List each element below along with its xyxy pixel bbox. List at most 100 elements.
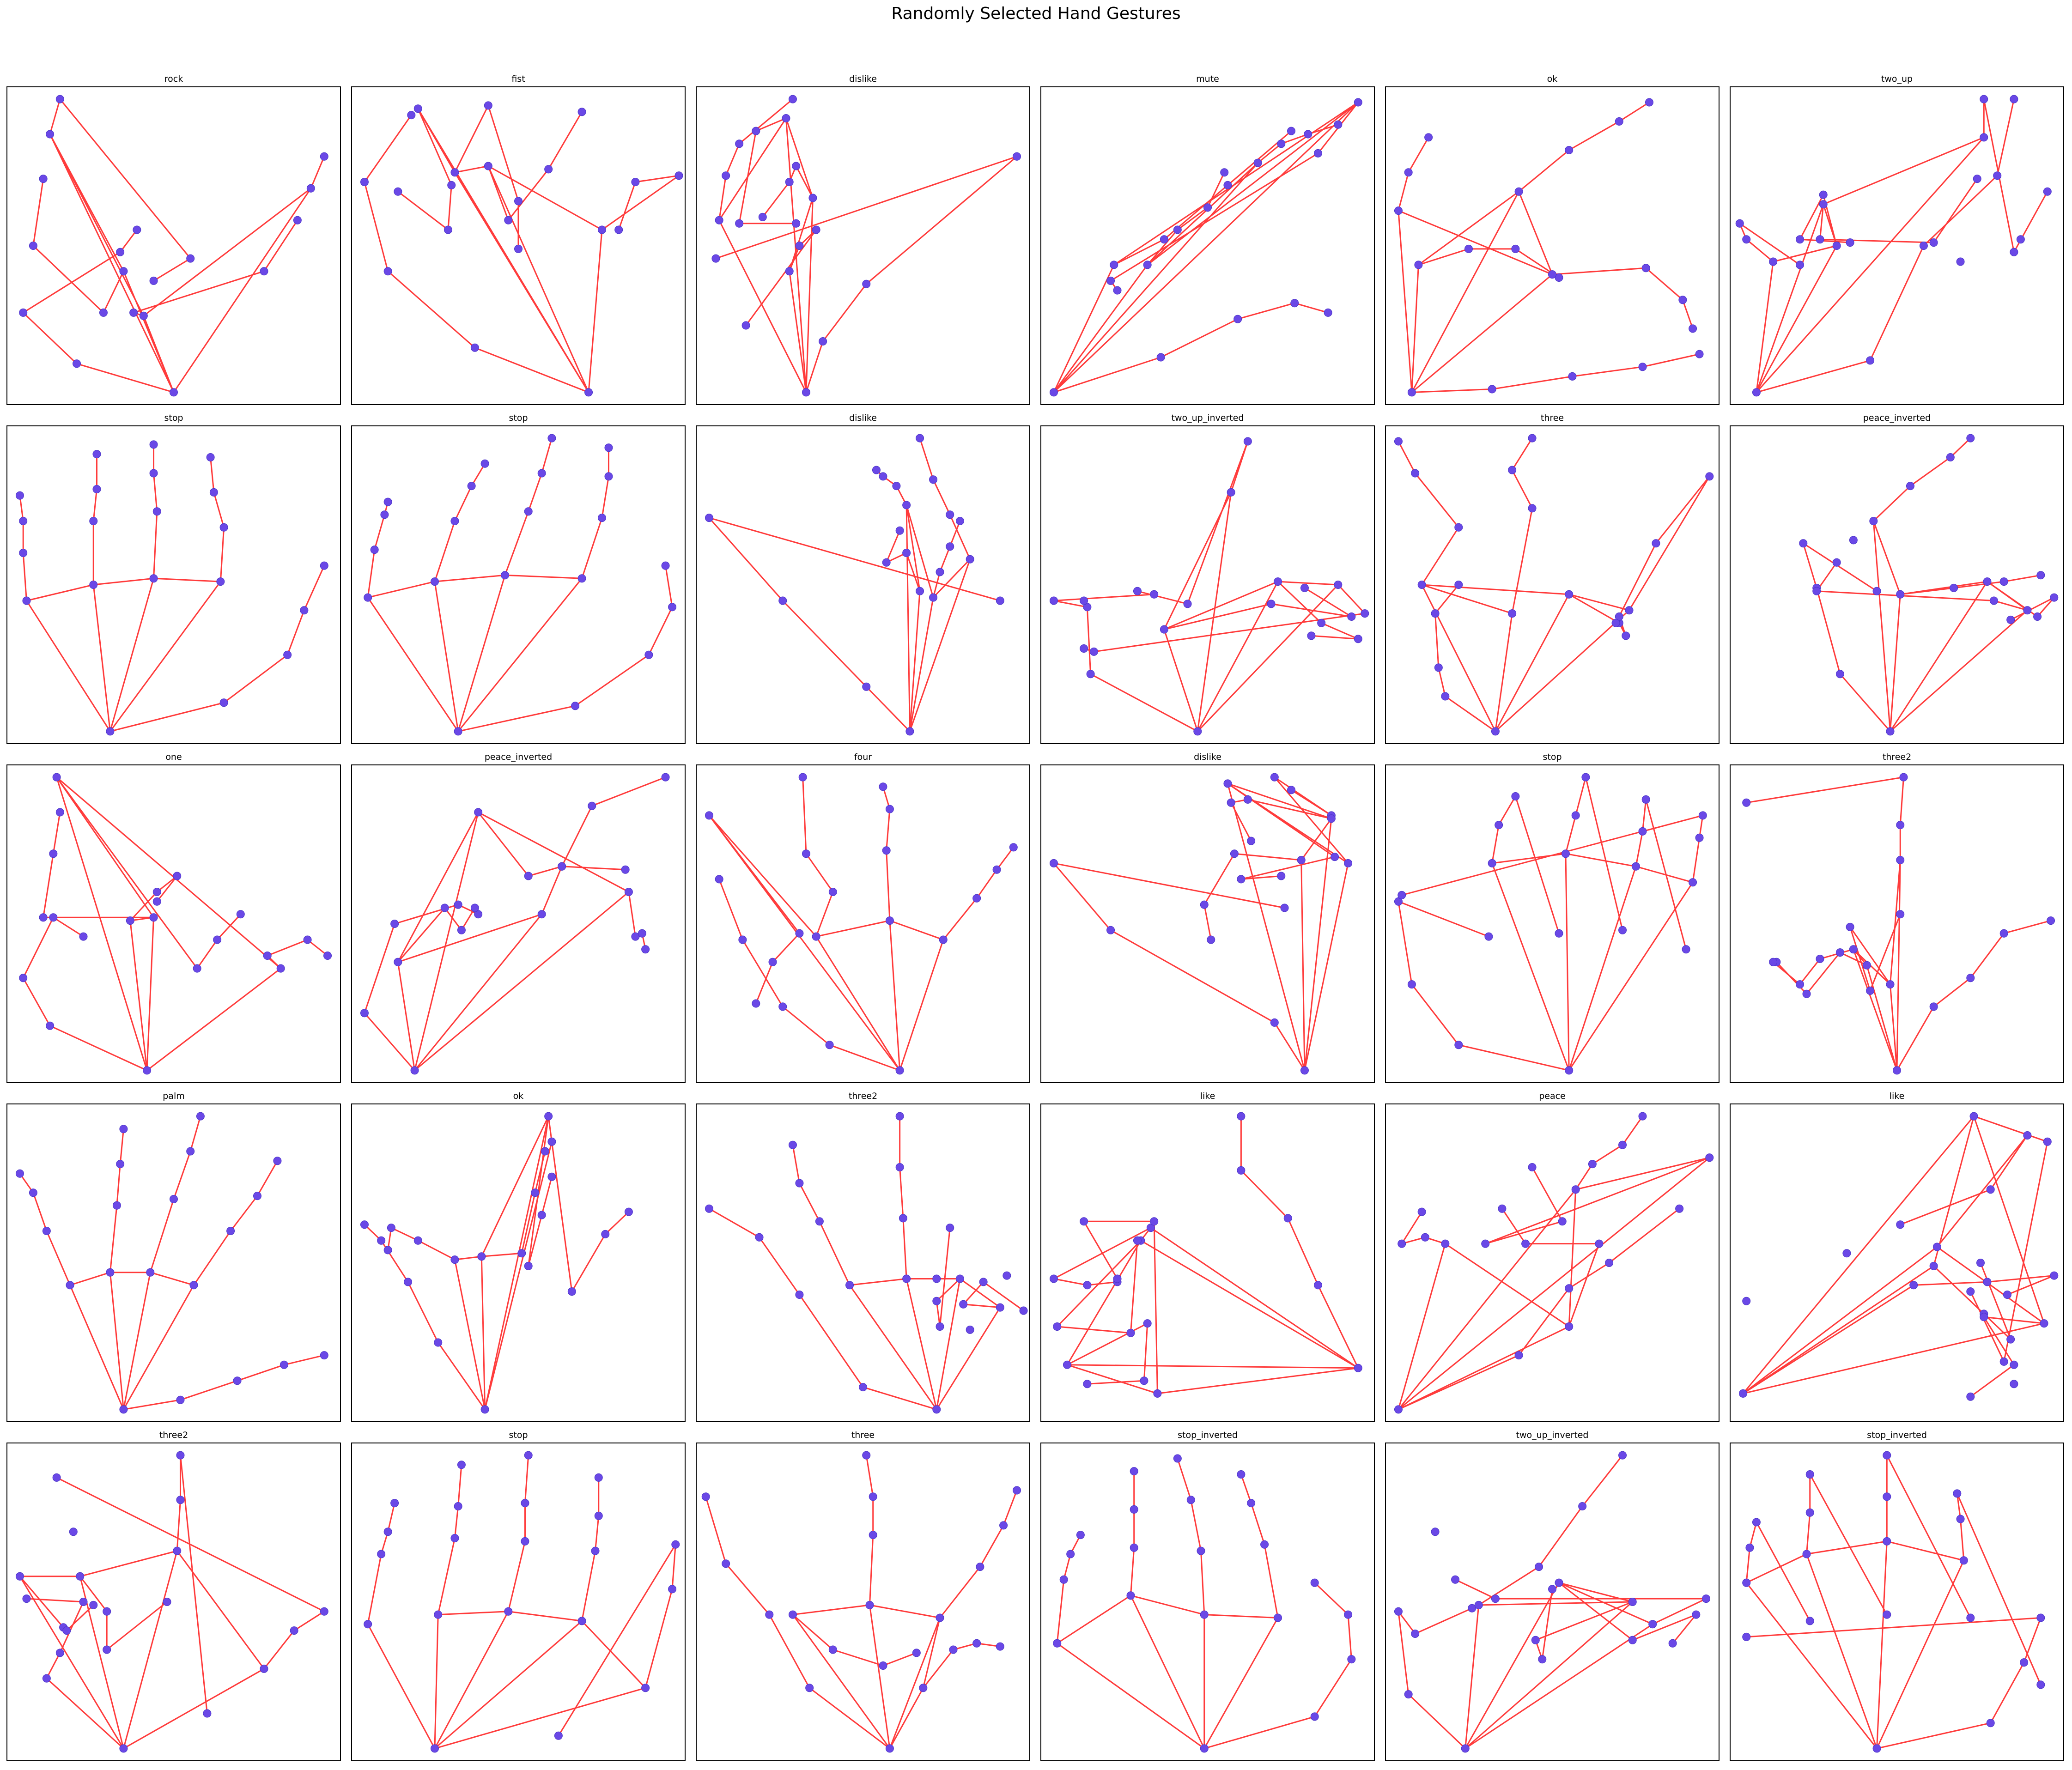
bone-line (418, 1240, 456, 1261)
landmark-point (1565, 590, 1574, 599)
landmark-point (2050, 1271, 2059, 1280)
skeleton-lines (1802, 437, 2055, 732)
landmark-points (15, 1451, 328, 1753)
bone-line (43, 853, 54, 918)
bone-line (1592, 1144, 1623, 1165)
bone-line (417, 108, 456, 173)
landmark-points (15, 1112, 328, 1414)
landmark-point (1313, 149, 1322, 158)
landmark-point (163, 1598, 171, 1606)
landmark-point (206, 453, 215, 461)
bone-line (481, 1115, 549, 1257)
landmark-point (1468, 1604, 1477, 1612)
bone-line (1990, 1135, 2028, 1190)
bone-line (56, 776, 281, 969)
landmark-point (253, 1192, 261, 1200)
landmark-points (1394, 1451, 1711, 1753)
bone-line (1886, 1455, 1971, 1618)
bone-line (508, 1611, 582, 1622)
bone-line (581, 517, 603, 579)
bone-line (1806, 1540, 1887, 1555)
landmark-point (1431, 1528, 1440, 1536)
panel-frame (351, 1443, 686, 1761)
bone-line (487, 105, 519, 201)
landmark-point (1354, 98, 1362, 107)
landmark-point (1555, 929, 1563, 938)
bone-line (217, 914, 241, 940)
landmark-point (1966, 434, 1975, 442)
bone-line (176, 1500, 181, 1551)
bone-line (457, 578, 583, 732)
bone-line (1053, 594, 1154, 601)
landmark-point (715, 875, 723, 884)
panel-title: peace (1539, 1091, 1566, 1101)
landmark-point (176, 1496, 185, 1504)
landmark-point (919, 1684, 928, 1692)
landmark-points (1742, 773, 2055, 1075)
landmark-point (1835, 670, 1844, 679)
bone-line (46, 1231, 71, 1285)
landmark-point (1565, 1284, 1574, 1293)
landmark-point (929, 475, 938, 484)
landmark-point (584, 388, 593, 397)
landmark-point (1009, 843, 1018, 852)
landmark-point (795, 1291, 804, 1299)
bone-line (1434, 613, 1440, 668)
bone-line (866, 156, 1018, 285)
bone-line (1495, 594, 1570, 732)
landmark-point (1049, 596, 1058, 605)
bone-line (1974, 1115, 2048, 1143)
landmark-point (1641, 795, 1650, 804)
landmark-point (2023, 606, 2032, 615)
landmark-point (705, 811, 713, 820)
bone-line (1953, 581, 2004, 589)
bone-line (718, 220, 807, 393)
landmark-point (1769, 257, 1778, 266)
bone-line (905, 505, 921, 592)
bone-line (56, 1477, 325, 1612)
bone-line (899, 1167, 904, 1218)
landmark-point (514, 197, 523, 206)
landmark-point (380, 510, 389, 519)
landmark-point (738, 935, 747, 944)
landmark-point (1113, 286, 1122, 295)
landmark-point (1752, 1518, 1761, 1527)
bone-line (1053, 600, 1088, 608)
landmark-point (1283, 1214, 1292, 1223)
bone-line (2023, 1617, 2042, 1663)
bone-line (1773, 245, 1837, 262)
bone-line (1866, 965, 1898, 1071)
bone-line (1398, 1243, 1446, 1410)
landmark-point (300, 606, 309, 615)
landmark-point (1588, 1160, 1597, 1169)
skeleton-lines (1745, 1455, 2042, 1749)
skeleton-lines (1398, 437, 1710, 732)
landmark-points (19, 95, 328, 397)
landmark-point (1431, 609, 1440, 618)
bone-line (1398, 1611, 1410, 1695)
landmark-point (2047, 916, 2055, 925)
bone-line (173, 1151, 191, 1200)
skeleton-lines (1398, 1455, 1707, 1749)
bone-line (1411, 388, 1492, 393)
bone-line (149, 1199, 175, 1273)
bone-line (1086, 607, 1092, 674)
bone-line (434, 574, 505, 582)
bone-line (571, 1234, 606, 1292)
gesture-panel: dislike (696, 74, 1030, 405)
skeleton-lines (1398, 777, 1704, 1071)
bone-line (1317, 1285, 1359, 1369)
landmark-point (1488, 859, 1496, 867)
bone-line (1518, 149, 1570, 192)
bone-line (1203, 904, 1212, 940)
bone-line (153, 258, 191, 282)
landmark-point (457, 1461, 466, 1469)
bone-line (1987, 581, 2028, 611)
bone-line (718, 175, 727, 221)
bone-line (1398, 210, 1553, 275)
bone-line (561, 806, 593, 867)
landmark-point (661, 561, 670, 570)
bone-line (1478, 1601, 1633, 1606)
landmark-point (1407, 980, 1416, 989)
landmark-point (966, 555, 974, 564)
